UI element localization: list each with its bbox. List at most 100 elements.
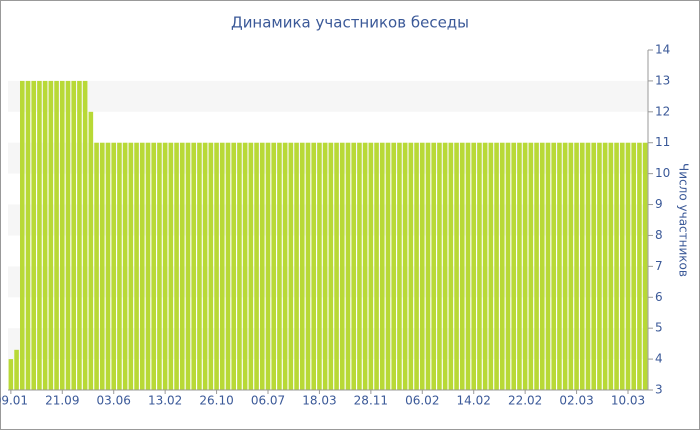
bar xyxy=(614,142,619,390)
bar xyxy=(117,142,122,390)
bar xyxy=(528,142,534,390)
bar xyxy=(642,142,648,390)
bar xyxy=(311,142,316,390)
bar xyxy=(580,142,585,390)
bar xyxy=(305,142,311,390)
bar xyxy=(460,142,465,390)
bar xyxy=(162,142,168,390)
bar xyxy=(294,142,299,390)
x-tick-label: 14.02 xyxy=(457,394,491,408)
bar xyxy=(300,142,305,390)
bar xyxy=(277,142,282,390)
bar xyxy=(574,142,579,390)
bar xyxy=(14,349,19,390)
bar xyxy=(260,142,265,390)
bar xyxy=(322,142,328,390)
bar xyxy=(225,142,231,390)
chart-title: Динамика участников беседы xyxy=(231,14,469,32)
y-tick-label: 13 xyxy=(655,73,670,87)
bar xyxy=(237,142,242,390)
grid-band xyxy=(8,80,648,112)
bar xyxy=(568,142,574,390)
bar xyxy=(545,142,551,390)
x-tick-label: 02.03 xyxy=(559,394,593,408)
bar xyxy=(488,142,494,390)
bar xyxy=(625,142,631,390)
bar xyxy=(254,142,259,390)
bar xyxy=(408,142,414,390)
bar xyxy=(242,142,248,390)
bar xyxy=(42,80,48,390)
x-tick-label: 06.02 xyxy=(405,394,439,408)
bar xyxy=(351,142,356,390)
bar xyxy=(105,142,111,390)
bar xyxy=(585,142,591,390)
bar xyxy=(180,142,185,390)
bar xyxy=(94,142,99,390)
bar xyxy=(60,80,65,390)
bar xyxy=(100,142,105,390)
x-tick-label: 28.11 xyxy=(354,394,388,408)
bar xyxy=(20,80,25,390)
bar xyxy=(340,142,345,390)
bar xyxy=(220,142,225,390)
y-tick-label: 10 xyxy=(655,166,670,180)
bar xyxy=(602,142,608,390)
bar xyxy=(191,142,196,390)
bar xyxy=(128,142,134,390)
bar xyxy=(8,359,14,390)
bar xyxy=(82,80,88,390)
bar xyxy=(500,142,505,390)
bar xyxy=(231,142,236,390)
x-tick-label: 06.07 xyxy=(251,394,285,408)
bar xyxy=(402,142,408,390)
bar xyxy=(54,80,59,390)
bar xyxy=(197,142,202,390)
y-tick-label: 6 xyxy=(655,290,663,304)
bar xyxy=(265,142,271,390)
bar xyxy=(414,142,419,390)
bar xyxy=(282,142,288,390)
bar xyxy=(637,142,642,390)
x-tick-label: 26.10 xyxy=(199,394,233,408)
bar xyxy=(448,142,454,390)
bar xyxy=(151,142,156,390)
bar xyxy=(208,142,214,390)
bar xyxy=(88,111,94,391)
y-tick-label: 12 xyxy=(655,104,670,118)
bar xyxy=(157,142,162,390)
bar xyxy=(25,80,31,390)
x-tick-label: 03.06 xyxy=(97,394,131,408)
bar xyxy=(437,142,442,390)
bar xyxy=(454,142,459,390)
bar xyxy=(77,80,82,390)
bar xyxy=(271,142,276,390)
bar xyxy=(71,80,76,390)
bar xyxy=(425,142,431,390)
y-axis-label: Число участников xyxy=(677,163,691,277)
bar xyxy=(442,142,448,390)
y-tick-label: 11 xyxy=(655,135,670,149)
bar xyxy=(562,142,568,390)
bar xyxy=(385,142,391,390)
bar xyxy=(631,142,636,390)
bar xyxy=(420,142,425,390)
bar xyxy=(557,142,562,390)
y-tick-label: 7 xyxy=(655,259,663,273)
x-tick-label: 13.02 xyxy=(148,394,182,408)
bar xyxy=(391,142,396,390)
bar xyxy=(31,80,36,390)
bar xyxy=(334,142,339,390)
bar xyxy=(357,142,362,390)
bar xyxy=(551,142,556,390)
y-tick-label: 5 xyxy=(655,321,663,335)
bar xyxy=(517,142,522,390)
bar xyxy=(465,142,471,390)
bar xyxy=(140,142,145,390)
x-tick-label: 22.02 xyxy=(508,394,542,408)
bar xyxy=(202,142,208,390)
bar xyxy=(380,142,385,390)
bar xyxy=(145,142,151,390)
bar xyxy=(431,142,436,390)
